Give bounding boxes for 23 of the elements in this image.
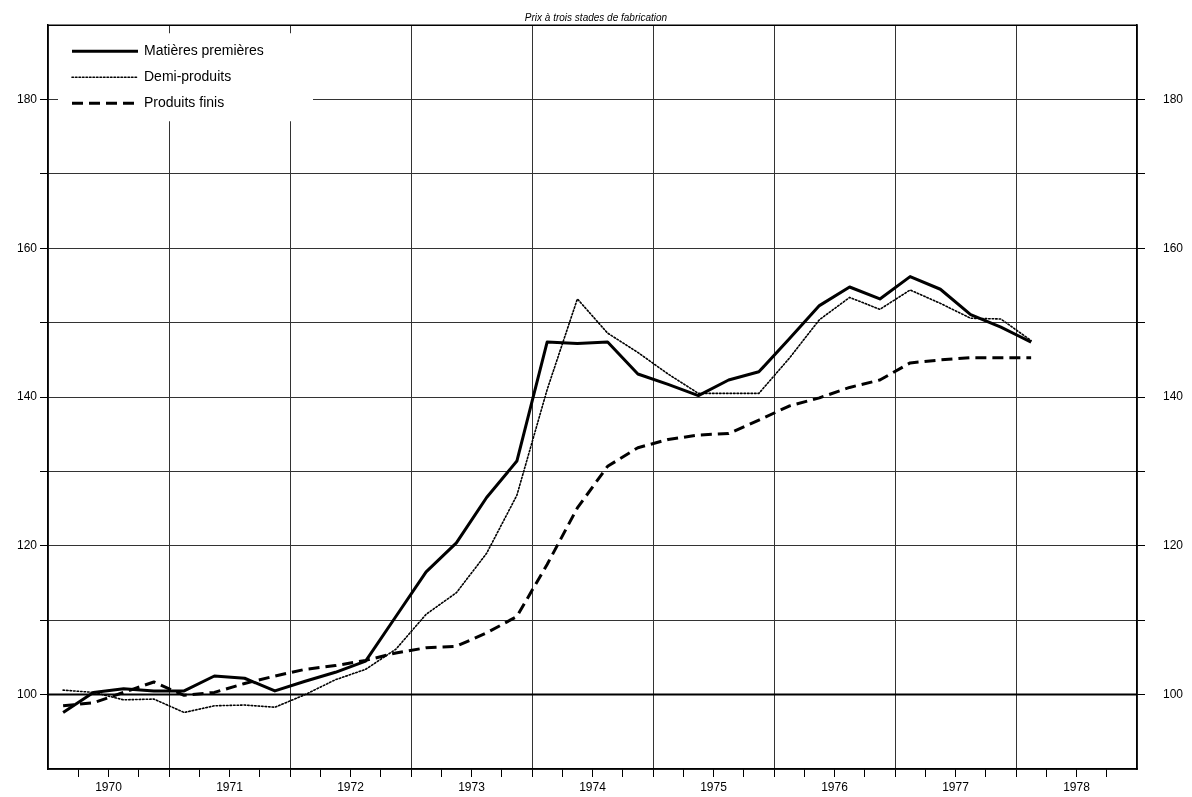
y-tick-label: 140: [16, 389, 38, 404]
y2-tick-label: 180: [1163, 91, 1184, 106]
x-tick-label: 1970: [95, 779, 123, 794]
x-tick-label: 1972: [337, 779, 365, 794]
legend-label: Produits finis: [144, 94, 225, 111]
chart-title: Prix à trois stades de fabrication: [524, 11, 668, 23]
y2-tick-label: 100: [1163, 686, 1184, 701]
y-tick-label: 120: [16, 538, 38, 553]
legend-label: Matières premières: [144, 42, 264, 59]
legend-label: Demi-produits: [144, 68, 232, 85]
y-tick-label: 100: [16, 686, 38, 701]
x-tick-label: 1978: [1063, 779, 1091, 794]
x-tick-label: 1977: [942, 779, 970, 794]
x-tick-label: 1976: [821, 779, 849, 794]
y2-tick-label: 140: [1163, 389, 1184, 404]
x-tick-label: 1975: [700, 779, 728, 794]
x-tick-label: 1971: [216, 779, 244, 794]
x-tick-label: 1974: [579, 779, 607, 794]
y2-tick-label: 160: [1163, 240, 1184, 255]
y-tick-label: 180: [16, 91, 38, 106]
y-tick-label: 160: [16, 240, 38, 255]
x-tick-label: 1973: [458, 779, 486, 794]
y2-tick-label: 120: [1163, 538, 1184, 553]
